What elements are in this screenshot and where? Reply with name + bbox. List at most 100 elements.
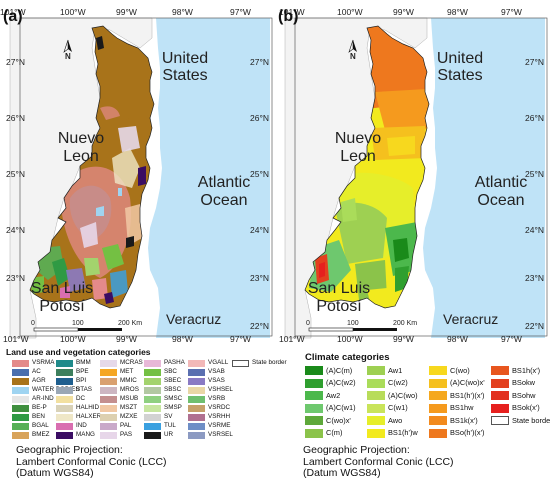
legend-item: AC [12, 368, 41, 376]
legend-swatch [144, 396, 161, 403]
legend-label: BSohw [512, 390, 536, 400]
panel-label: (a) [3, 8, 23, 25]
legend-swatch [367, 378, 385, 388]
lat-tick: 26°N [250, 113, 269, 123]
legend-label: MSZT [120, 404, 138, 412]
scale-label: 100 [72, 320, 84, 327]
legend-item: BS1h(x') [491, 366, 540, 375]
legend-item: VSAB [188, 368, 225, 376]
legend-item: SV [144, 413, 172, 421]
legend-item: MMIC [100, 377, 137, 385]
legend-label: BTAS [76, 386, 92, 394]
legend-label: MROS [120, 386, 139, 394]
legend-swatch [491, 416, 509, 425]
scale-label: 100 [347, 320, 359, 327]
legend-swatch [12, 396, 29, 403]
legend-label: VSAB [208, 368, 225, 376]
legend-label: BS1(h')(x') [450, 390, 485, 400]
legend-item: (A)C(w1) [305, 403, 356, 413]
legend-label: HALXER [76, 413, 102, 421]
legend-label: BEN [32, 413, 45, 421]
legend-item: BE-P [12, 404, 47, 412]
legend-title: Land use and vegetation categories [6, 347, 151, 357]
land-use-map-svg [0, 8, 275, 343]
legend-item: (A)C(wo)x' [429, 378, 485, 388]
legend-item: VSAS [188, 377, 225, 385]
lon-tick: 99°W [393, 334, 414, 344]
legend-swatch [144, 369, 161, 376]
legend-label: SBEC [164, 377, 182, 385]
scale-bar [33, 327, 122, 332]
place-label-slp: San Luis Potosí [307, 280, 371, 315]
scale-label: 0 [31, 320, 35, 327]
legend-item: MCRAS [100, 359, 143, 367]
legend-swatch [367, 428, 385, 438]
lat-tick: 25°N [525, 169, 544, 179]
climate-map-svg [275, 8, 550, 343]
legend-swatch [100, 414, 117, 421]
lon-tick: 99°W [393, 7, 414, 17]
legend-label: AGR [32, 377, 46, 385]
legend-label: C(wo)x' [326, 415, 351, 425]
legend-swatch [429, 366, 447, 375]
legend-label: Aw2 [326, 390, 341, 400]
legend-swatch [491, 366, 509, 375]
lon-tick: 98°W [447, 334, 468, 344]
legend-label: BGAL [32, 422, 49, 430]
projection-line: Geographic Projection: [303, 444, 410, 456]
projection-line: Geographic Projection: [16, 444, 123, 456]
legend-item: TUL [144, 422, 176, 430]
lat-tick: 27°N [6, 57, 25, 67]
legend-item: BMM [56, 359, 91, 367]
legend-label: VSRMA [32, 359, 55, 367]
lon-tick: 101°W [3, 334, 29, 344]
legend-label: BPI [76, 377, 87, 385]
legend-swatch [56, 423, 73, 430]
legend-swatch [12, 405, 29, 412]
legend-swatch [429, 391, 447, 400]
legend-item: VSRDC [188, 404, 231, 412]
legend-item: DC [56, 395, 85, 403]
legend-label: C(w1) [388, 403, 408, 413]
legend-label: BS1(h')w [388, 428, 418, 438]
legend-swatch [12, 387, 29, 394]
legend-swatch [144, 378, 161, 385]
lon-tick: 97°W [230, 334, 251, 344]
legend-item: SBC [144, 368, 177, 376]
legend-item: SMSC [144, 395, 182, 403]
legend-item: (A)C(w2) [305, 378, 356, 388]
legend-swatch [188, 405, 205, 412]
legend-item: BMEZ [12, 431, 50, 439]
legend-item: HALHID [56, 404, 99, 412]
panel-label: (b) [278, 8, 299, 25]
legend-label: SMSP [164, 404, 182, 412]
lat-tick: 23°N [6, 273, 25, 283]
legend-label: PAL [120, 422, 132, 430]
north-label: N [350, 52, 356, 61]
legend-item: (A)C(m) [305, 366, 352, 375]
legend-item: BS1(h')(x') [429, 391, 484, 400]
projection-line: (Datum WGS84) [16, 467, 94, 479]
projection-line: (Datum WGS84) [303, 467, 381, 479]
lon-tick: 98°W [172, 334, 193, 344]
legend-label: BPE [76, 368, 89, 376]
legend-swatch [367, 403, 385, 413]
legend-label: BS1h(x') [512, 365, 541, 375]
legend-label: (A)C(wo) [388, 390, 418, 400]
lon-tick: 97°W [501, 7, 522, 17]
lon-tick: 100°W [60, 334, 86, 344]
north-label: N [65, 52, 71, 61]
legend-label: (A)C(m) [326, 365, 353, 375]
legend-item: VSRHH [188, 413, 230, 421]
legend-item: SBEC [144, 377, 182, 385]
legend-swatch [305, 403, 323, 413]
legend-label: BSok(x') [512, 403, 540, 413]
legend-swatch [12, 378, 29, 385]
legend-label: BS1hw [450, 403, 474, 413]
legend-label: (A)C(w1) [326, 403, 356, 413]
legend-label: VSRDC [208, 404, 231, 412]
lon-tick: 97°W [501, 334, 522, 344]
scale-bar [308, 327, 397, 332]
legend-swatch [100, 396, 117, 403]
legend-item: BEN [12, 413, 45, 421]
